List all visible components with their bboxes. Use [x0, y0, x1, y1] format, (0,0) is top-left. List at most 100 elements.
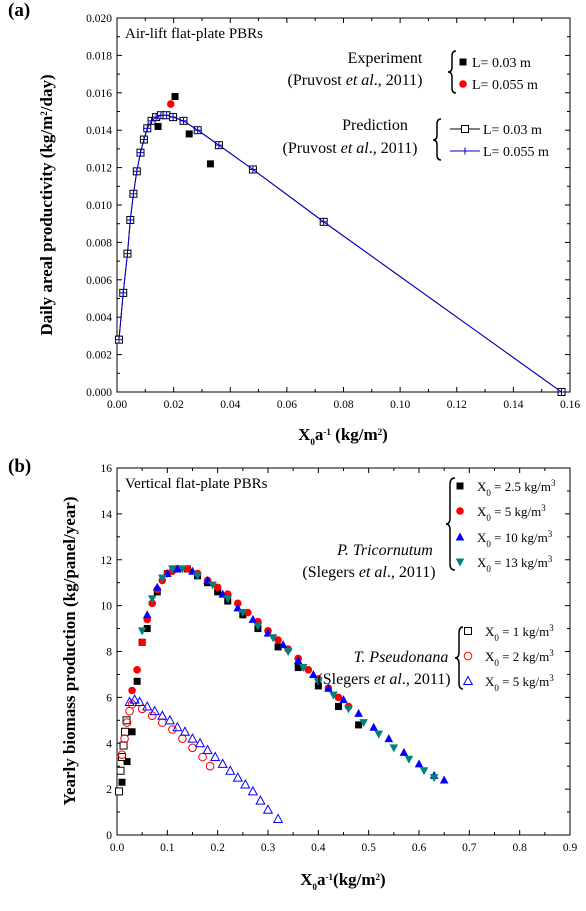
data-point	[374, 730, 384, 739]
data-point	[304, 666, 313, 674]
data-point	[128, 728, 136, 736]
legend-marker	[459, 58, 467, 66]
legend-entry-a-2: L= 0.03 m	[450, 123, 542, 138]
data-point	[223, 595, 233, 604]
data-point	[210, 751, 221, 762]
data-point	[309, 669, 318, 678]
data-point	[179, 726, 191, 736]
y-axis-label-b: Yearly biomass production (kg/panel/year…	[60, 496, 79, 805]
data-point	[262, 804, 274, 814]
data-point	[133, 677, 141, 685]
legend-marker	[456, 482, 464, 490]
legend-label: X0 = 1 kg/m3	[485, 623, 554, 643]
data-point	[334, 693, 343, 702]
y-tick-label: 6	[106, 692, 112, 704]
data-point	[278, 640, 288, 649]
legend-marker	[461, 125, 469, 133]
legend-marker	[464, 627, 472, 635]
y-tick-label: 0.006	[86, 275, 112, 287]
y-tick-label: 0.016	[86, 88, 112, 100]
series-a-1	[166, 100, 175, 108]
data-point	[193, 572, 202, 581]
series-b-3	[137, 565, 439, 783]
x-tick-label: 0.5	[361, 842, 376, 854]
data-point	[121, 727, 130, 736]
data-point	[172, 721, 183, 732]
legend-label: X0 = 10 kg/m3	[477, 529, 553, 549]
legend-marker	[456, 507, 464, 515]
data-point	[339, 695, 348, 704]
data-point	[129, 694, 140, 704]
x-axis-label-b: X0a-1(kg/m2)	[300, 870, 385, 892]
legend-group-pseudonana-ref: (Slegers et al., 2011)	[317, 671, 450, 688]
data-point	[314, 677, 323, 686]
x-tick-label: 0.0	[110, 842, 125, 854]
data-point	[274, 643, 282, 651]
legend-label: X0 = 2 kg/m3	[485, 648, 554, 668]
legend-brace	[454, 626, 464, 690]
legend-entry-b-5: X0 = 2 kg/m3	[463, 648, 554, 668]
legend-brace	[445, 477, 456, 571]
data-point	[134, 696, 145, 706]
legend-entry-b-1: X0 = 5 kg/m3	[456, 503, 546, 523]
legend-entry-b-2: X0 = 10 kg/m3	[455, 529, 553, 549]
x-tick-label: 0.9	[563, 842, 578, 854]
data-point	[152, 582, 162, 591]
data-point	[293, 656, 303, 665]
data-point	[158, 718, 167, 727]
chart-panel-b: 0.0 0.1 0.2 0.3 0.4 0.5 0.6 0.7 0.8 0.9 0 2 4 6 8 10 12 1…	[101, 463, 578, 854]
data-point	[178, 565, 187, 574]
data-point	[214, 588, 222, 596]
data-point	[123, 758, 131, 766]
series-b-6	[124, 694, 284, 823]
x-tick-label: 0.10	[390, 399, 410, 411]
legend-entry-a-0: L= 0.03 m	[459, 56, 531, 71]
data-point	[344, 705, 353, 714]
data-point	[253, 622, 263, 631]
data-point	[166, 100, 175, 108]
chart-title: Air-lift flat-plate PBRs	[125, 26, 263, 42]
legend-marker	[455, 558, 465, 567]
panel-label-b: (b)	[8, 456, 32, 477]
data-point	[133, 666, 141, 674]
y-axis-label-a: Daily areal productivity (kg/m2/day)	[37, 74, 56, 335]
x-tick-label: 0.6	[412, 842, 427, 854]
x-tick-label: 0.08	[333, 399, 353, 411]
data-point	[142, 700, 153, 711]
series-line	[118, 114, 562, 393]
x-tick-label: 0.3	[261, 842, 276, 854]
panel-label-a: (a)	[8, 0, 31, 21]
legend-group-prediction: Prediction	[342, 117, 408, 134]
data-point	[157, 710, 168, 720]
data-point	[128, 686, 136, 695]
legend-brace	[432, 118, 442, 161]
data-point	[178, 734, 187, 743]
legend-group-prediction-ref: (Pruvost et al., 2011)	[283, 140, 418, 157]
x-tick-label: 0.14	[503, 399, 523, 411]
data-point	[240, 778, 251, 789]
data-point	[143, 625, 151, 633]
data-point	[247, 785, 259, 796]
data-point	[283, 648, 293, 656]
legend-marker	[462, 675, 474, 685]
x-tick-label: 0.00	[107, 399, 127, 411]
data-point	[173, 564, 182, 573]
y-tick-label: 0.008	[86, 237, 112, 249]
data-point	[168, 725, 177, 734]
data-point	[238, 609, 248, 618]
data-point	[369, 722, 378, 731]
legend-label: X0 = 5 kg/m3	[477, 503, 546, 523]
data-point	[142, 610, 152, 619]
data-point	[429, 774, 439, 783]
y-tick-label: 0.012	[86, 163, 112, 175]
y-tick-label: 2	[106, 784, 112, 796]
y-tick-label: 0.002	[86, 350, 112, 362]
legend-entry-b-0: X0 = 2.5 kg/m3	[456, 478, 556, 498]
data-point	[414, 759, 424, 768]
data-point	[232, 772, 243, 782]
data-point	[248, 614, 258, 623]
series-a-3	[115, 111, 566, 396]
y-tick-label: 0.004	[86, 312, 112, 324]
data-point	[122, 718, 132, 727]
data-point	[439, 775, 449, 784]
